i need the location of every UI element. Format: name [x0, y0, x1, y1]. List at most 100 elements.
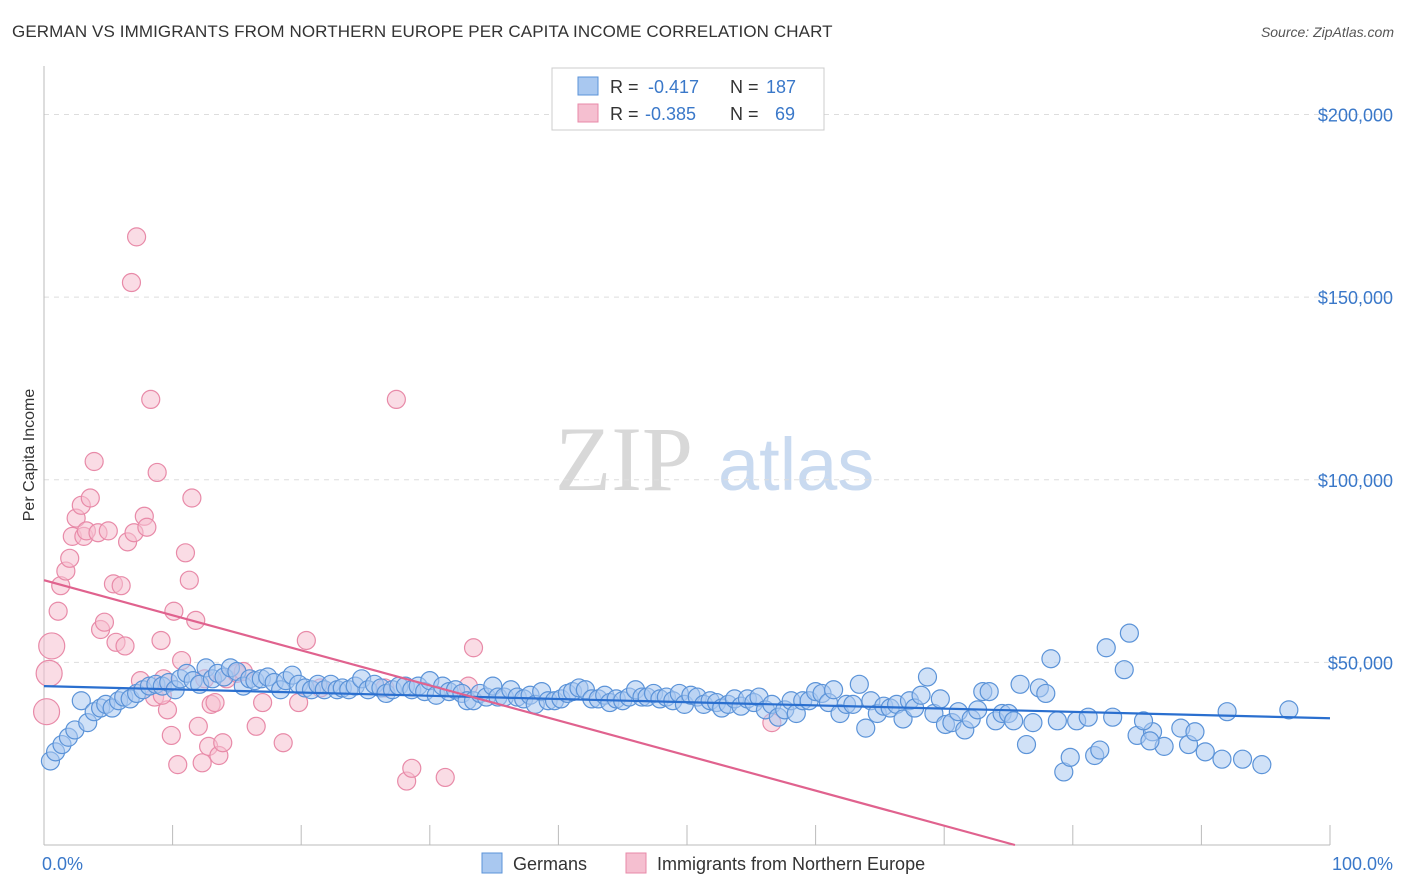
legend-n-value-germans: 187 [766, 77, 796, 97]
grid-lines [44, 114, 1392, 663]
germans-point-5 [71, 691, 91, 711]
immigrants-point-17 [98, 521, 118, 541]
immigrants-point-2 [38, 632, 66, 660]
chart-title: GERMAN VS IMMIGRANTS FROM NORTHERN EUROP… [12, 22, 833, 41]
bottom-legend-swatch-germans [481, 852, 503, 874]
germans-point-143 [930, 689, 950, 709]
germans-point-158 [1023, 713, 1043, 733]
stats-legend: R = -0.417 N = 187 R = -0.385 N = 69 [551, 67, 825, 131]
legend-n-label-germans: N = [730, 77, 759, 97]
bottom-legend-swatch-immigrants [625, 852, 647, 874]
germans-point-131 [856, 718, 876, 738]
series-legend: Germans Immigrants from Northern Europe [481, 852, 925, 874]
immigrants-point-49 [213, 733, 233, 753]
x-tick-label-min: 0.0% [42, 854, 83, 874]
legend-r-value-germans: -0.417 [648, 77, 699, 97]
immigrants-point-35 [161, 725, 181, 746]
x-tick-label-max: 100.0% [1332, 854, 1393, 874]
immigrants-point-0 [32, 698, 61, 726]
immigrants-point-40 [179, 570, 199, 590]
legend-n-value-immigrants: 69 [775, 104, 795, 124]
y-axis-label: Per Capita Income [21, 389, 38, 522]
germans-point-186 [1133, 711, 1154, 731]
germans-point-156 [1010, 674, 1030, 694]
y-tick-label-2: $150,000 [1318, 288, 1393, 308]
germans-point-164 [1060, 747, 1080, 767]
germans-point-151 [979, 681, 999, 702]
immigrants-point-1 [35, 659, 63, 687]
axes [43, 66, 1331, 846]
immigrants-point-21 [115, 636, 135, 656]
y-tick-label-0: $50,000 [1328, 653, 1393, 673]
germans-point-162 [1047, 711, 1067, 731]
y-tick-label-1: $100,000 [1318, 471, 1393, 491]
germans-point-179 [1212, 749, 1232, 769]
immigrants-point-56 [296, 630, 316, 651]
immigrants-point-25 [126, 227, 147, 247]
germans-point-141 [917, 667, 938, 687]
germans-point-140 [911, 685, 931, 705]
immigrants-point-64 [463, 638, 484, 658]
germans-point-161 [1041, 649, 1061, 669]
zipatlas-watermark: ZIP atlas [555, 408, 874, 510]
legend-n-label-immigrants: N = [730, 104, 759, 124]
trend-line-germans [43, 685, 1331, 720]
germans-point-157 [1016, 734, 1037, 755]
immigrants-point-53 [253, 692, 273, 713]
legend-swatch-germans [577, 76, 599, 96]
germans-point-166 [1078, 707, 1098, 727]
immigrants-point-12 [80, 488, 100, 508]
immigrants-point-59 [386, 389, 406, 410]
immigrants-point-47 [205, 692, 225, 713]
legend-r-value-immigrants: -0.385 [645, 104, 696, 124]
germans-point-184 [1185, 722, 1205, 742]
immigrants-point-6 [60, 548, 80, 568]
trend-line-immigrants [43, 579, 1016, 847]
immigrants-point-16 [94, 612, 115, 632]
germans-point-180 [1279, 700, 1299, 720]
immigrants-point-62 [435, 767, 455, 788]
legend-r-label-germans: R = [610, 77, 639, 97]
immigrants-point-20 [111, 576, 131, 596]
immigrants-point-23 [121, 272, 142, 293]
y-tick-label-3: $200,000 [1318, 106, 1393, 126]
germans-point-170 [1103, 707, 1123, 727]
legend-swatch-immigrants [577, 103, 599, 123]
immigrants-point-52 [246, 716, 266, 736]
immigrants-point-31 [147, 462, 167, 483]
immigrants-point-54 [273, 733, 293, 753]
legend-r-label-immigrants: R = [610, 104, 639, 124]
bottom-legend-germans: Germans [513, 854, 587, 874]
immigrants-point-44 [192, 753, 212, 773]
germans-point-178 [1195, 742, 1215, 762]
germans-point-168 [1090, 740, 1110, 760]
watermark-zip: ZIP [555, 408, 693, 510]
immigrants-point-43 [188, 716, 208, 736]
x-tick-labels: 0.0% 100.0% [42, 854, 1393, 874]
immigrants-point-28 [137, 517, 157, 537]
immigrants-point-13 [84, 451, 104, 472]
germans-point-185 [1140, 731, 1160, 751]
immigrants-point-39 [175, 543, 196, 563]
germans-point-183 [1217, 702, 1237, 722]
bottom-legend-immigrants: Immigrants from Northern Europe [657, 854, 925, 874]
germans-point-126 [824, 680, 844, 700]
germans-point-169 [1096, 638, 1116, 658]
immigrants-point-3 [48, 601, 68, 621]
immigrants-point-61 [402, 758, 422, 778]
immigrants-point-37 [168, 755, 188, 775]
germans-point-160 [1036, 683, 1056, 704]
germans-point-181 [1252, 755, 1272, 775]
watermark-atlas: atlas [718, 423, 874, 506]
y-tick-labels: $50,000 $100,000 $150,000 $200,000 [1318, 106, 1393, 674]
germans-point-182 [1232, 749, 1253, 769]
germans-point-129 [843, 694, 863, 714]
germans-point-130 [849, 674, 869, 694]
trend-lines [43, 579, 1331, 847]
immigrants-point-32 [151, 630, 171, 651]
germans-point-171 [1114, 660, 1134, 680]
immigrants-point-29 [141, 389, 161, 410]
immigrants-point-41 [182, 488, 202, 508]
immigrants-point-42 [186, 610, 206, 630]
